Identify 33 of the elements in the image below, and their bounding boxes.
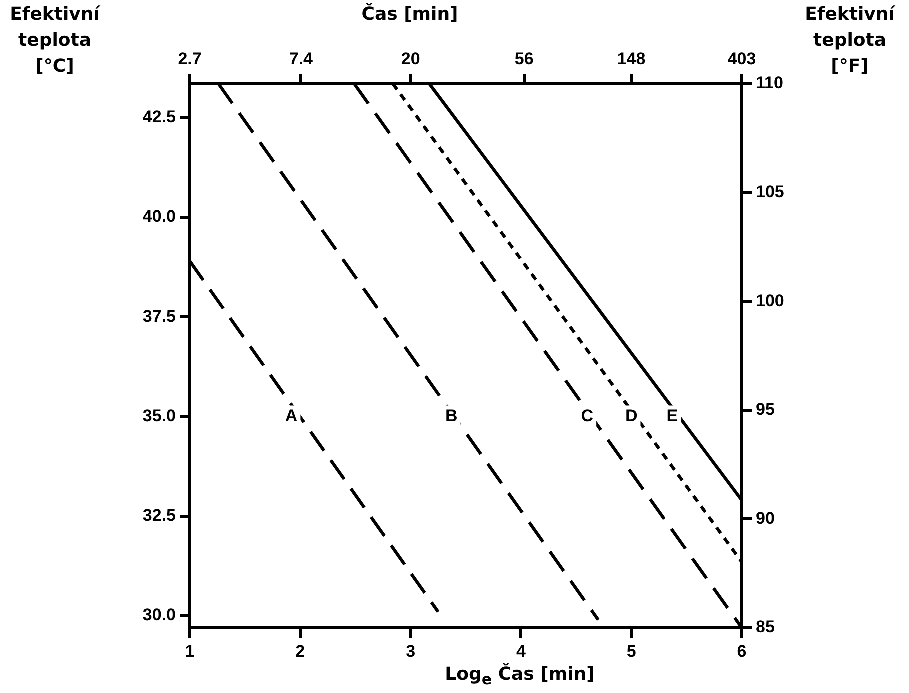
y-tick-label: 32.5 — [142, 506, 176, 526]
annotation: D — [625, 406, 638, 426]
y2-axis-title: Efektivní teplota [°F] — [804, 3, 896, 79]
x2-tick-label: 56 — [514, 49, 534, 68]
y2-tick-label: 105 — [756, 182, 784, 202]
x2-tick-label: 2.7 — [178, 49, 202, 68]
y-axis-title: Efektivní teplota [°C] — [9, 3, 102, 79]
y2-tick-label: 85 — [756, 618, 775, 637]
y2-tick-label: 95 — [756, 400, 775, 420]
y2-tick-label: 90 — [756, 508, 775, 528]
annotation: E — [666, 406, 678, 426]
annotation: B — [446, 406, 458, 426]
x-tick-label: 1 — [185, 642, 195, 661]
y-tick-label: 30.0 — [142, 606, 176, 625]
x2-tick-label: 403 — [728, 49, 756, 68]
x2-axis-title: Čas [min] — [360, 2, 460, 27]
x-tick-label: 3 — [406, 642, 416, 661]
x2-tick-label: 148 — [617, 49, 646, 68]
y-tick-label: 35.0 — [142, 406, 176, 426]
x2-tick-label: 7.4 — [289, 49, 314, 68]
y-tick-label: 42.5 — [142, 108, 176, 127]
y2-tick-label: 110 — [756, 74, 784, 93]
x-axis-title: Log$_{e}$ Čas [min] — [444, 662, 596, 691]
x-tick-label: 6 — [737, 642, 747, 661]
x2-tick-label: 20 — [401, 49, 420, 68]
x-tick-label: 4 — [516, 642, 526, 661]
annotation: C — [581, 406, 594, 426]
x-tick-label: 5 — [626, 642, 636, 661]
x-tick-label: 2 — [296, 642, 306, 661]
annotation: A — [285, 406, 298, 426]
y-tick-label: 37.5 — [142, 306, 176, 326]
y2-tick-label: 100 — [756, 291, 784, 310]
y-tick-label: 40.0 — [142, 207, 176, 226]
